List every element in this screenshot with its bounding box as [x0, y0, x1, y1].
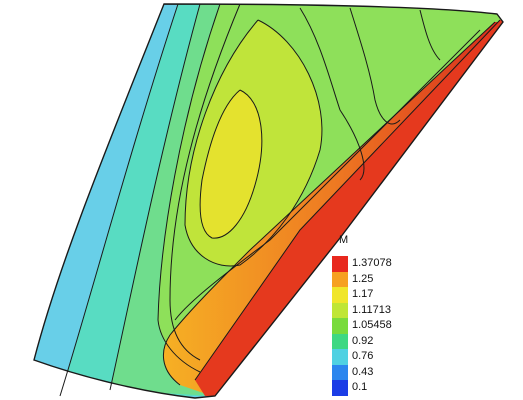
legend-label: 1.25: [352, 272, 374, 285]
legend-swatch: [332, 380, 348, 396]
legend-swatch: [332, 287, 348, 303]
legend-swatch: [332, 302, 348, 319]
legend-label: 0.76: [352, 350, 374, 362]
legend-label: 0.92: [352, 334, 374, 347]
region-leading-edge-red: [195, 20, 503, 396]
legend-label: 1.11713: [352, 303, 391, 316]
region-yellow: [200, 90, 262, 239]
legend-swatch: [332, 318, 348, 334]
colorbar-legend: M 1.37078 1.25 1.17 1.11713 1.05458 0.92 0.76 0…: [330, 234, 450, 396]
legend-swatch: [332, 364, 348, 381]
legend-label: 1.37078: [352, 257, 392, 269]
wing-outline: [33, 3, 504, 399]
legend-label: 0.43: [352, 365, 374, 378]
legend-swatch: [332, 256, 348, 272]
legend-label: 1.17: [352, 288, 374, 300]
legend-label: 0.1: [352, 381, 368, 393]
legend-label: 1.05458: [352, 319, 392, 331]
contour-lines: [59, 3, 501, 397]
legend-swatch: [332, 349, 348, 365]
legend-swatch: [332, 271, 348, 288]
legend-title: M: [339, 234, 349, 246]
legend-swatch: [332, 333, 348, 350]
